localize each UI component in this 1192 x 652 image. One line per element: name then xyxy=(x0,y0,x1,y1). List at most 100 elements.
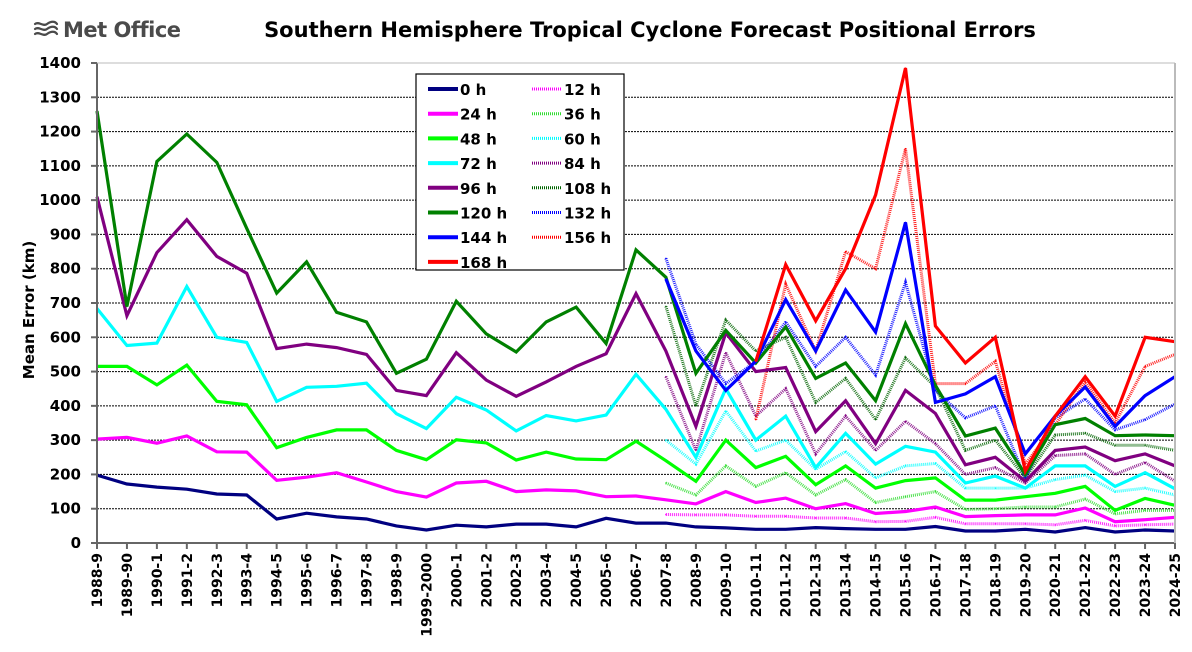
data-point xyxy=(1054,524,1057,526)
data-point xyxy=(395,372,398,375)
x-tick-label: 1990-1 xyxy=(150,553,166,608)
data-point xyxy=(964,382,967,385)
x-tick-label: 1995-6 xyxy=(300,553,316,608)
data-point xyxy=(874,267,877,270)
data-point xyxy=(305,476,308,478)
data-point xyxy=(605,342,607,345)
data-point xyxy=(1114,429,1116,431)
data-point xyxy=(964,473,967,476)
y-tick-label: 800 xyxy=(50,260,81,278)
data-point xyxy=(1114,434,1116,437)
data-point xyxy=(695,494,697,496)
data-point xyxy=(934,516,937,519)
data-point xyxy=(844,432,847,435)
legend-label: 108 h xyxy=(564,180,611,198)
data-point xyxy=(485,480,488,483)
x-tick-label: 1988-9 xyxy=(90,553,106,608)
y-tick-label: 1300 xyxy=(39,88,81,106)
data-point xyxy=(1084,474,1086,476)
x-tick-label: 2001-2 xyxy=(479,553,495,608)
data-point xyxy=(1084,386,1086,388)
data-point xyxy=(275,400,278,403)
data-point xyxy=(575,490,577,492)
data-point xyxy=(1144,461,1146,464)
legend-label: 24 h xyxy=(460,106,497,124)
x-tick-label: 2022-23 xyxy=(1108,553,1124,617)
data-point xyxy=(934,401,937,404)
data-point xyxy=(215,336,218,339)
data-point xyxy=(425,529,428,531)
legend-label: 48 h xyxy=(460,130,497,148)
data-point xyxy=(485,442,488,444)
data-point xyxy=(156,160,158,163)
data-point xyxy=(1054,449,1057,452)
data-point xyxy=(335,516,338,518)
data-point xyxy=(754,418,757,421)
x-tick-label: 2009-10 xyxy=(719,553,735,618)
data-point xyxy=(1054,454,1057,457)
data-point xyxy=(1084,519,1086,522)
data-point xyxy=(725,527,727,529)
series-line-12h xyxy=(665,513,1176,528)
x-tick-label: 2023-24 xyxy=(1138,553,1154,618)
data-point xyxy=(964,393,967,395)
data-point xyxy=(605,495,607,498)
data-point xyxy=(904,465,907,467)
data-point xyxy=(725,514,727,516)
data-point xyxy=(1054,531,1057,533)
data-point xyxy=(186,285,188,288)
data-point xyxy=(1114,531,1116,533)
y-tick-label: 100 xyxy=(50,500,81,518)
data-point xyxy=(545,523,547,525)
data-point xyxy=(485,333,488,335)
data-point xyxy=(245,451,248,453)
data-point xyxy=(545,381,547,383)
data-point xyxy=(1084,375,1086,378)
data-point xyxy=(1024,528,1027,531)
data-point xyxy=(1084,485,1086,488)
data-point xyxy=(725,490,727,493)
data-point xyxy=(964,449,967,452)
data-point xyxy=(305,343,308,345)
data-point xyxy=(365,382,368,385)
data-point xyxy=(754,450,757,452)
series-line-96h xyxy=(95,196,1176,484)
data-point xyxy=(784,283,787,285)
x-tick-label: 1996-7 xyxy=(330,553,346,608)
data-point xyxy=(1144,365,1146,368)
data-point xyxy=(665,522,667,524)
data-point xyxy=(156,251,158,254)
data-point xyxy=(1084,453,1086,455)
data-point xyxy=(275,446,278,449)
series-line-132h xyxy=(664,257,1176,482)
data-point xyxy=(215,400,218,403)
data-point xyxy=(844,478,847,481)
data-point xyxy=(1114,425,1116,428)
data-point xyxy=(365,353,368,356)
data-point xyxy=(1144,497,1146,500)
data-point xyxy=(725,410,727,412)
x-tick-label: 2003-4 xyxy=(539,553,555,608)
data-point xyxy=(1054,415,1057,417)
x-tick-label: 1998-9 xyxy=(389,553,405,608)
data-point xyxy=(874,463,877,465)
data-point xyxy=(665,499,667,501)
data-point xyxy=(545,489,547,491)
data-point xyxy=(1144,524,1146,526)
data-point xyxy=(994,336,997,339)
data-point xyxy=(874,487,877,489)
logo-text: Met Office xyxy=(63,18,181,42)
data-point xyxy=(784,366,787,369)
data-point xyxy=(305,261,308,263)
x-tick-label: 2021-22 xyxy=(1078,553,1094,617)
data-point xyxy=(934,506,937,508)
data-point xyxy=(665,276,667,279)
data-point xyxy=(964,417,967,419)
data-point xyxy=(126,483,128,485)
data-point xyxy=(725,439,727,441)
data-point xyxy=(126,436,128,439)
data-point xyxy=(844,517,847,519)
data-point xyxy=(784,387,787,390)
data-point xyxy=(1054,514,1057,516)
x-tick-label: 1992-3 xyxy=(210,553,226,608)
